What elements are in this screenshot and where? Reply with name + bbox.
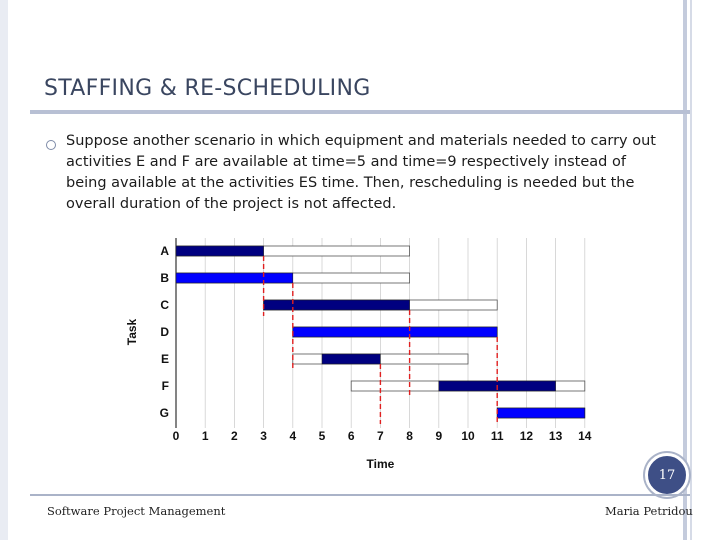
x-tick-label: 8: [406, 429, 413, 443]
task-label-d: D: [160, 325, 169, 339]
x-axis-title: Time: [367, 457, 395, 471]
x-tick-label: 3: [260, 429, 267, 443]
task-label-a: A: [160, 244, 169, 258]
task-bar-b: [175, 272, 294, 284]
x-tick-label: 14: [578, 429, 592, 443]
x-tick-label: 0: [173, 429, 180, 443]
x-tick-label: 2: [231, 429, 238, 443]
task-bar-d: [292, 326, 498, 338]
footer-author: Maria Petridou: [605, 504, 693, 518]
x-tick-label: 13: [549, 429, 563, 443]
slide-frame-right-inner: [690, 0, 692, 540]
task-bar-a: [175, 245, 264, 257]
x-tick-label: 7: [377, 429, 384, 443]
x-tick-label: 12: [520, 429, 534, 443]
task-label-g: G: [160, 406, 169, 420]
title-divider: [30, 110, 690, 114]
slide-frame-right: [683, 0, 687, 540]
task-label-b: B: [160, 271, 169, 285]
task-bar-e: [321, 353, 381, 365]
footer-course-title: Software Project Management: [47, 504, 226, 518]
x-tick-label: 6: [348, 429, 355, 443]
x-tick-label: 1: [202, 429, 209, 443]
task-label-e: E: [161, 352, 169, 366]
bullet-circle-icon: [46, 140, 56, 150]
footer-divider: [30, 494, 690, 496]
page-number-badge: 17: [645, 453, 689, 497]
task-label-f: F: [162, 379, 169, 393]
x-tick-label: 10: [461, 429, 475, 443]
x-tick-label: 4: [289, 429, 296, 443]
x-tick-label: 11: [491, 429, 504, 443]
task-bar-c: [263, 299, 410, 311]
task-label-c: C: [160, 298, 169, 312]
bullet-text: Suppose another scenario in which equipm…: [66, 133, 656, 212]
slide-title: STAFFING & RE-SCHEDULING: [44, 76, 371, 101]
x-tick-label: 5: [319, 429, 326, 443]
x-tick-label: 9: [435, 429, 442, 443]
slide-frame-left: [0, 0, 8, 540]
task-bar-g: [496, 407, 586, 419]
y-axis-title: Task: [125, 318, 139, 345]
